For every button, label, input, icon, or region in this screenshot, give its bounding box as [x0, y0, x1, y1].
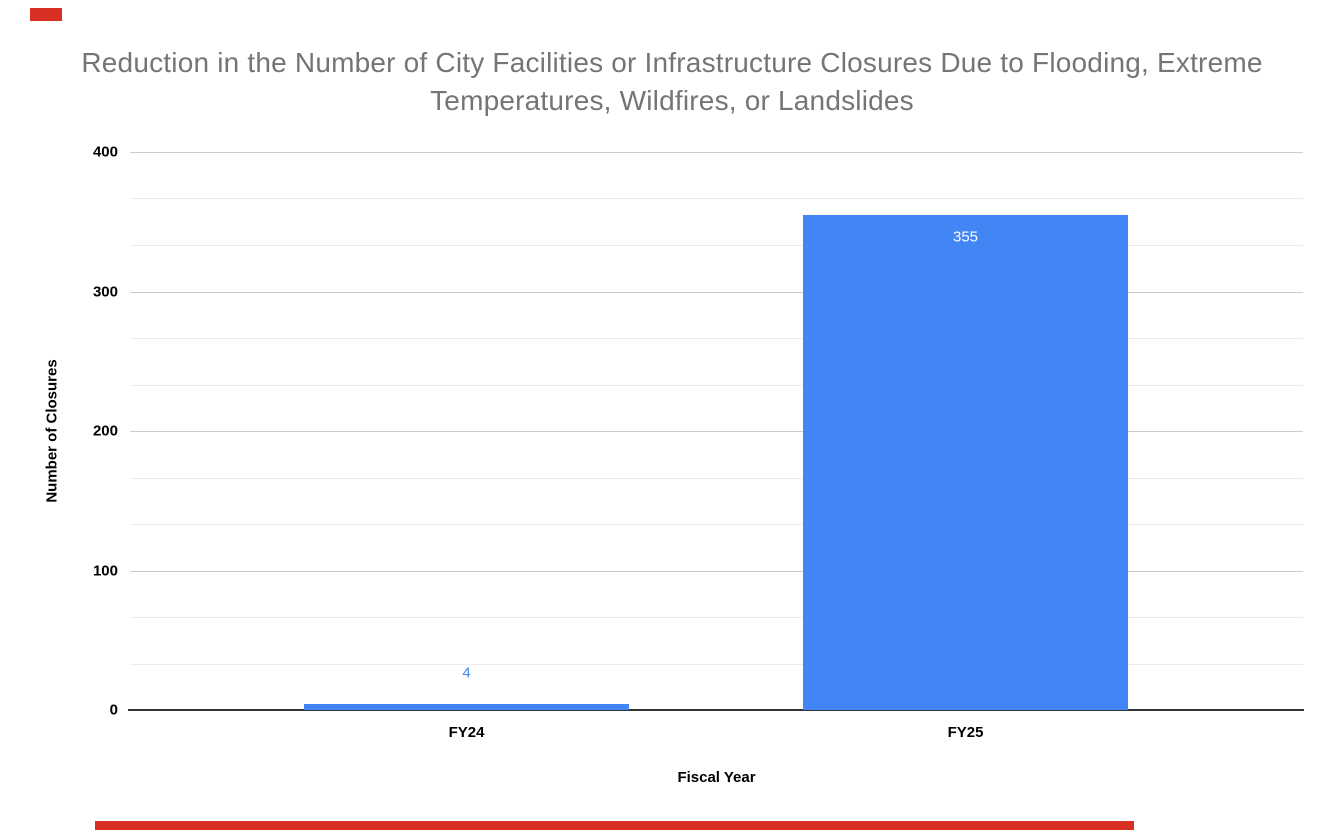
minor-gridline: [130, 478, 1303, 479]
bar-FY24: [304, 704, 629, 710]
minor-gridline: [130, 664, 1303, 665]
minor-gridline: [130, 524, 1303, 525]
chart-title: Reduction in the Number of City Faciliti…: [81, 47, 1263, 116]
minor-gridline: [130, 338, 1303, 339]
x-axis-baseline: [128, 709, 1304, 711]
y-axis-title: Number of Closures: [43, 359, 61, 503]
x-tick-label-FY25: FY25: [947, 724, 984, 741]
major-gridline: [130, 152, 1303, 153]
x-tick-label-FY24: FY24: [448, 724, 485, 741]
minor-gridline: [130, 198, 1303, 199]
value-label-FY24: 4: [462, 664, 471, 682]
red-marker-top: [30, 8, 62, 21]
minor-gridline: [130, 245, 1303, 246]
value-label-FY25: 355: [952, 228, 979, 246]
major-gridline: [130, 292, 1303, 293]
y-tick-label: 300: [92, 283, 118, 301]
major-gridline: [130, 431, 1303, 432]
y-tick-label: 100: [92, 562, 118, 580]
minor-gridline: [130, 385, 1303, 386]
y-tick-label: 400: [92, 143, 118, 161]
x-axis-title: Fiscal Year: [677, 769, 756, 786]
y-tick-label: 200: [92, 422, 118, 440]
y-tick-label: 0: [109, 701, 118, 719]
bar-FY25: [803, 215, 1128, 710]
minor-gridline: [130, 617, 1303, 618]
major-gridline: [130, 571, 1303, 572]
red-marker-bottom: [95, 821, 1134, 830]
